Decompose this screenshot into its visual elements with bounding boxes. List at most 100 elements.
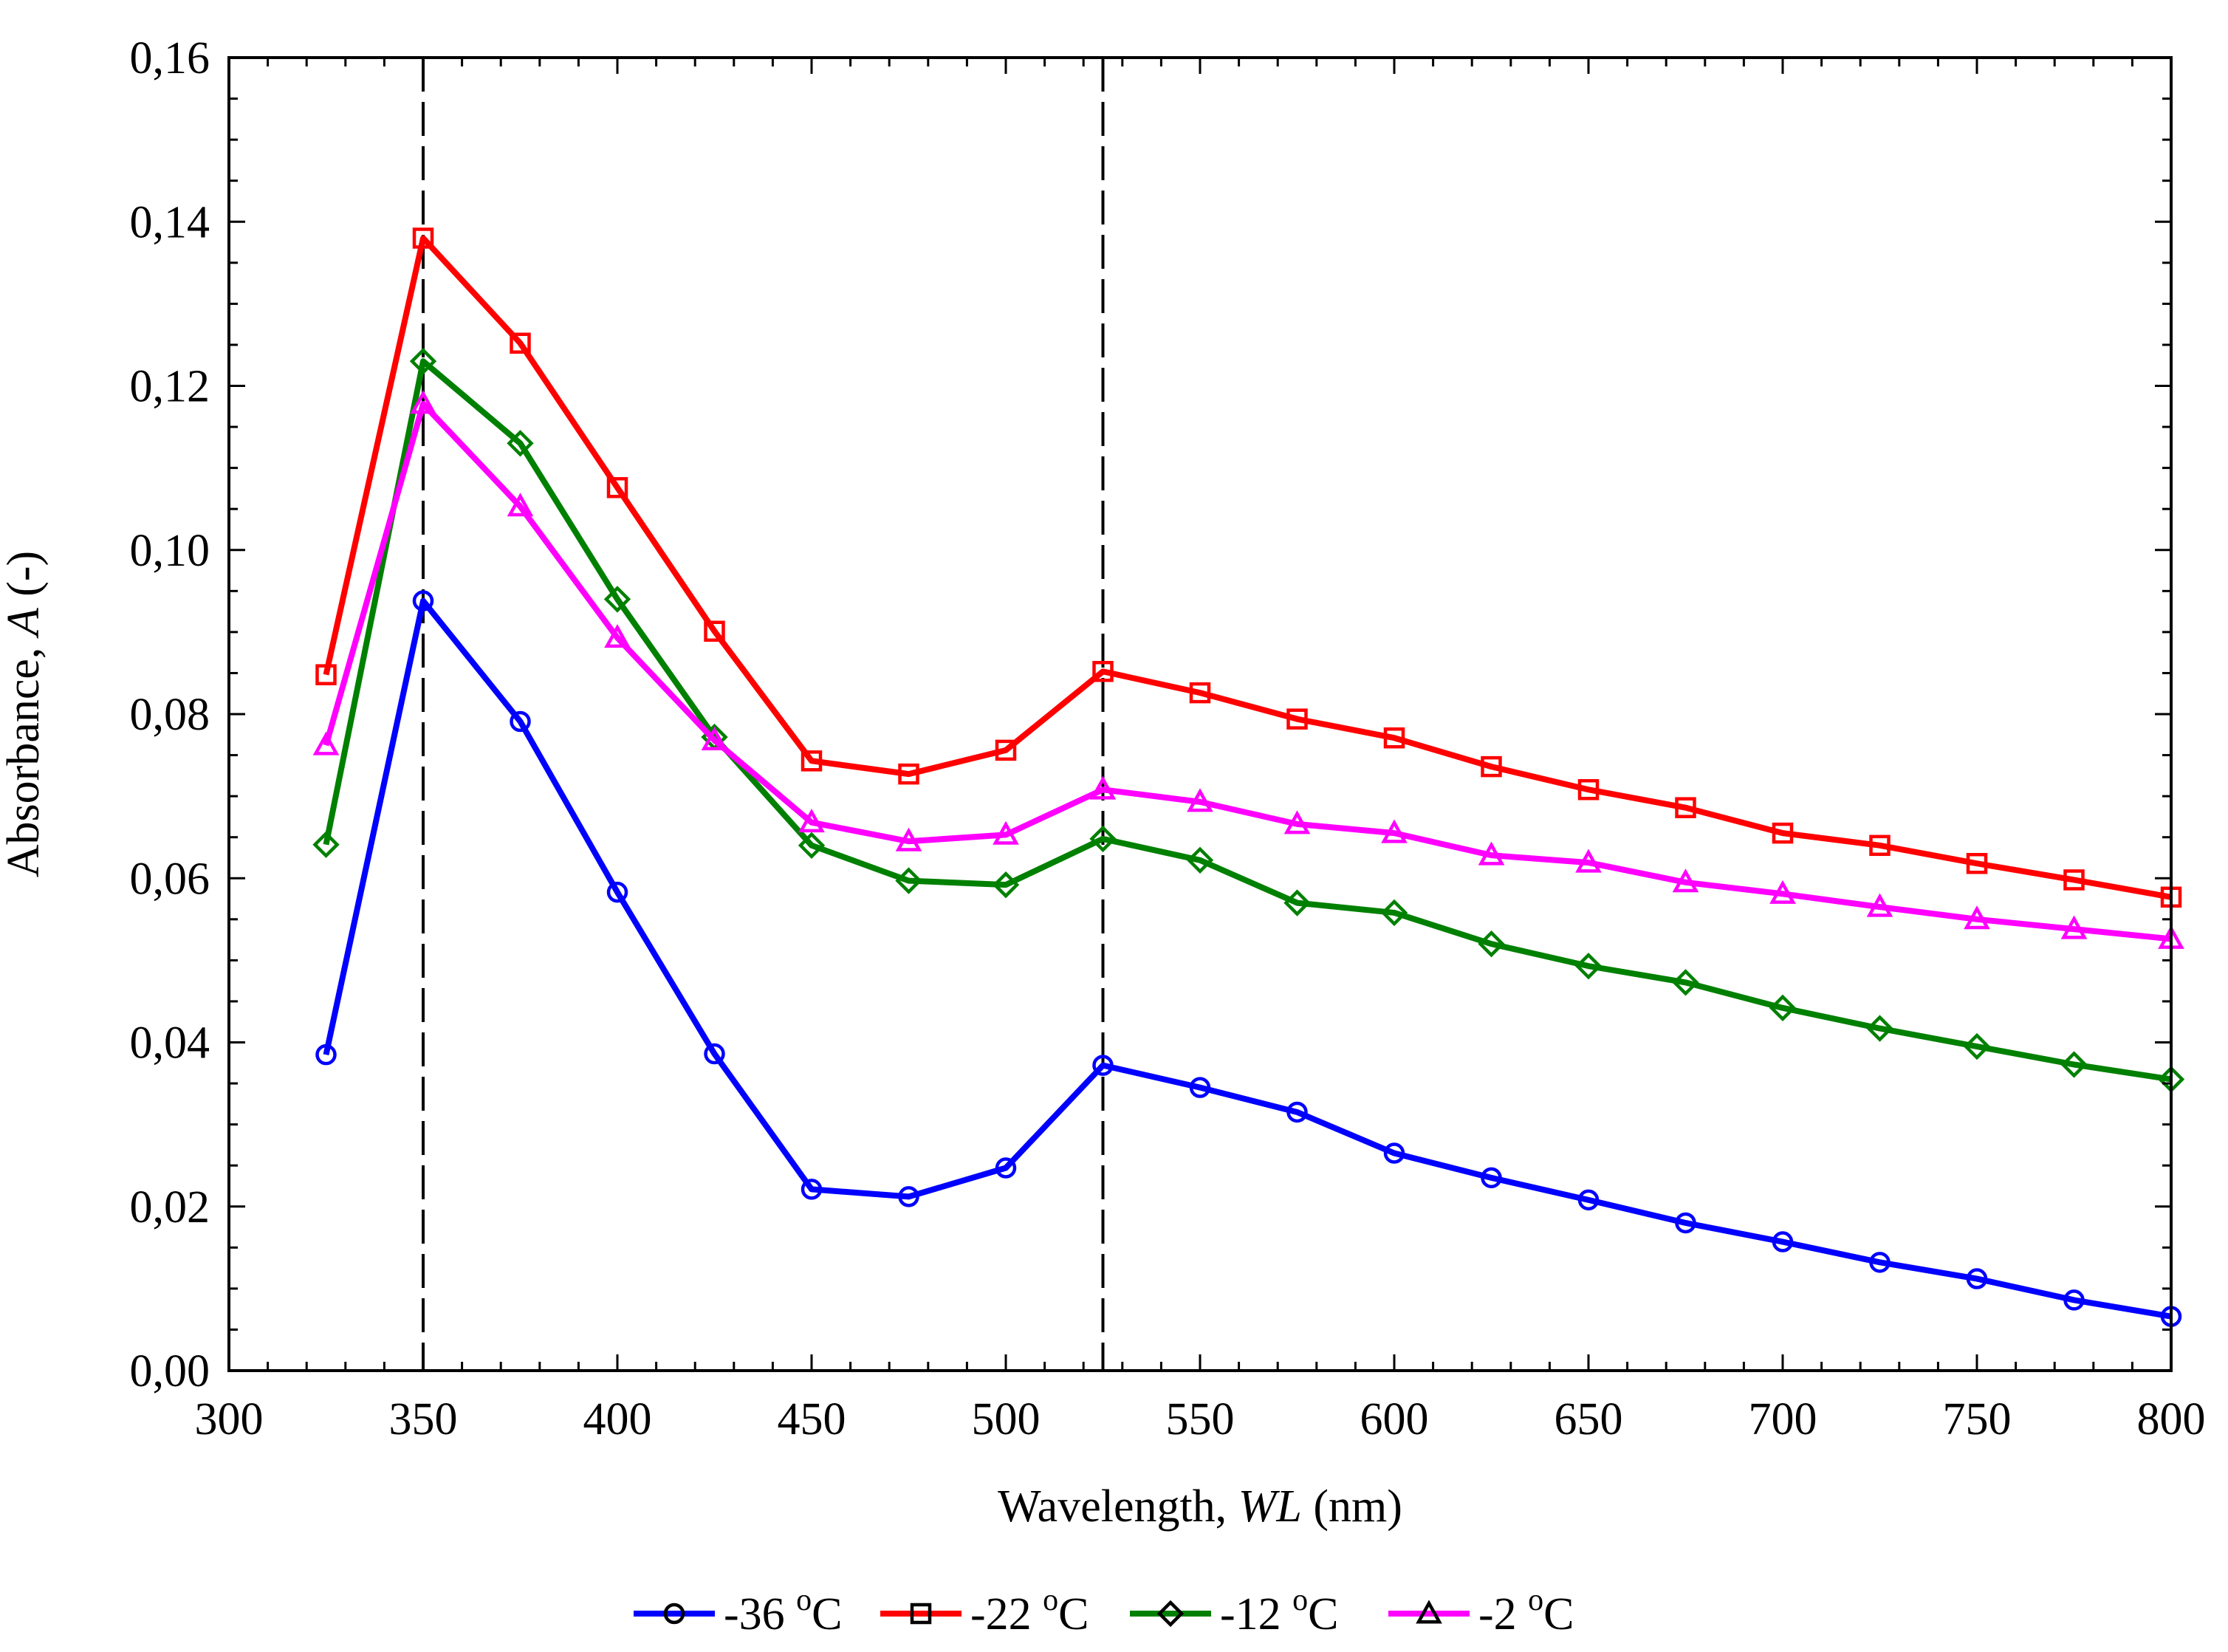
legend-label-minus-2: -2 oC xyxy=(1478,1583,1574,1639)
data-point xyxy=(1769,994,1797,1022)
legend-marker-circle-icon xyxy=(663,1603,685,1625)
x-axis-title: Wavelength, WL (nm) xyxy=(998,1481,1402,1532)
legend-label-minus-36: -36 oC xyxy=(724,1583,843,1639)
x-tick-label: 300 xyxy=(195,1394,264,1444)
series-diamond xyxy=(312,347,2185,1093)
y-tick-label: 0,08 xyxy=(130,690,210,740)
data-point xyxy=(412,590,434,611)
data-point xyxy=(895,827,922,851)
data-point xyxy=(507,430,534,457)
data-point xyxy=(995,739,1017,761)
data-point xyxy=(606,477,628,498)
data-point xyxy=(2063,1289,2085,1311)
data-point xyxy=(1481,755,1502,778)
data-point xyxy=(1383,1142,1405,1164)
data-point xyxy=(1866,893,1893,917)
data-point xyxy=(510,332,531,354)
x-tick-label: 700 xyxy=(1749,1394,1817,1444)
data-point xyxy=(798,809,825,833)
data-point xyxy=(312,831,340,858)
data-point xyxy=(312,731,340,755)
legend-marker-square-icon xyxy=(910,1603,932,1625)
data-point xyxy=(1866,1015,1893,1042)
data-point xyxy=(1772,822,1794,844)
data-point xyxy=(2060,1051,2088,1078)
x-tick-label: 500 xyxy=(972,1394,1041,1444)
data-point xyxy=(412,227,434,249)
data-point xyxy=(1381,819,1408,843)
legend-item-minus-22: -22 oC xyxy=(880,1583,1089,1639)
data-point xyxy=(2063,869,2085,891)
data-point xyxy=(1286,708,1308,730)
data-point xyxy=(1675,1212,1696,1234)
x-tick-label: 350 xyxy=(389,1394,458,1444)
data-point xyxy=(898,763,919,785)
x-tick-label: 800 xyxy=(2137,1394,2206,1444)
legend-label-minus-22: -22 oC xyxy=(970,1583,1089,1639)
x-tick-label: 400 xyxy=(583,1394,652,1444)
data-point xyxy=(1092,1055,1114,1076)
data-point xyxy=(1283,889,1311,916)
series-line xyxy=(323,597,2172,1320)
data-point xyxy=(409,347,437,375)
data-point xyxy=(1963,1032,1991,1060)
data-point xyxy=(1380,899,1408,927)
data-point xyxy=(1575,849,1602,873)
data-point xyxy=(801,750,823,772)
y-tick-label: 0,06 xyxy=(130,854,210,904)
y-tick-label: 0,02 xyxy=(130,1182,210,1233)
series-line xyxy=(323,358,2172,1083)
data-point xyxy=(315,1043,337,1066)
series-line xyxy=(323,235,2172,900)
data-point xyxy=(315,664,337,685)
legend-marker xyxy=(910,1603,932,1625)
data-point xyxy=(798,832,826,859)
data-point xyxy=(1966,1268,1988,1289)
data-point xyxy=(507,493,534,517)
y-axis-title: Absorbance, A (-) xyxy=(0,551,49,877)
data-point xyxy=(1186,846,1214,874)
data-point xyxy=(1577,1189,1600,1211)
x-tick-label: 750 xyxy=(1943,1394,2012,1444)
data-point xyxy=(1189,1077,1211,1098)
data-point xyxy=(410,390,436,414)
y-tick-label: 0,16 xyxy=(130,33,210,83)
data-point xyxy=(1869,1252,1891,1273)
data-point xyxy=(1383,727,1405,749)
data-point xyxy=(1286,1101,1308,1123)
data-point xyxy=(1672,868,1699,893)
data-point xyxy=(1478,841,1505,866)
data-point xyxy=(1577,778,1600,801)
legend-marker xyxy=(1416,1600,1442,1624)
data-point xyxy=(1089,825,1117,853)
series-line xyxy=(323,400,2172,942)
data-point xyxy=(604,624,631,648)
y-tick-label: 0,10 xyxy=(130,526,210,576)
y-tick-label: 0,12 xyxy=(130,362,210,412)
data-point xyxy=(2060,915,2088,939)
legend: -36 oC -22 oC -12 oC -2 oC xyxy=(634,1583,1574,1639)
x-tick-label: 450 xyxy=(778,1394,846,1444)
y-tick-label: 0,00 xyxy=(130,1346,210,1396)
data-point xyxy=(704,620,725,642)
series-group xyxy=(312,227,2185,1327)
x-tick-label: 650 xyxy=(1555,1394,1623,1444)
series-triangle xyxy=(312,390,2184,949)
data-point xyxy=(993,820,1019,845)
data-point xyxy=(1092,660,1114,682)
data-point xyxy=(801,1179,823,1200)
data-point xyxy=(510,710,531,733)
axis-ticks: 300 350 400 450 500 550 600 650 700 750 800 0,00 0,0… xyxy=(130,33,2206,1444)
data-point xyxy=(1964,905,1990,930)
data-point xyxy=(1574,952,1603,980)
data-point xyxy=(603,586,631,613)
data-point xyxy=(895,867,922,894)
data-point xyxy=(606,881,628,903)
data-point xyxy=(1769,880,1796,904)
data-point xyxy=(1283,810,1311,834)
legend-marker-diamond-icon xyxy=(1156,1600,1185,1628)
legend-label-minus-12: -12 oC xyxy=(1220,1583,1339,1639)
data-point xyxy=(1189,682,1211,704)
data-point xyxy=(1675,797,1696,818)
